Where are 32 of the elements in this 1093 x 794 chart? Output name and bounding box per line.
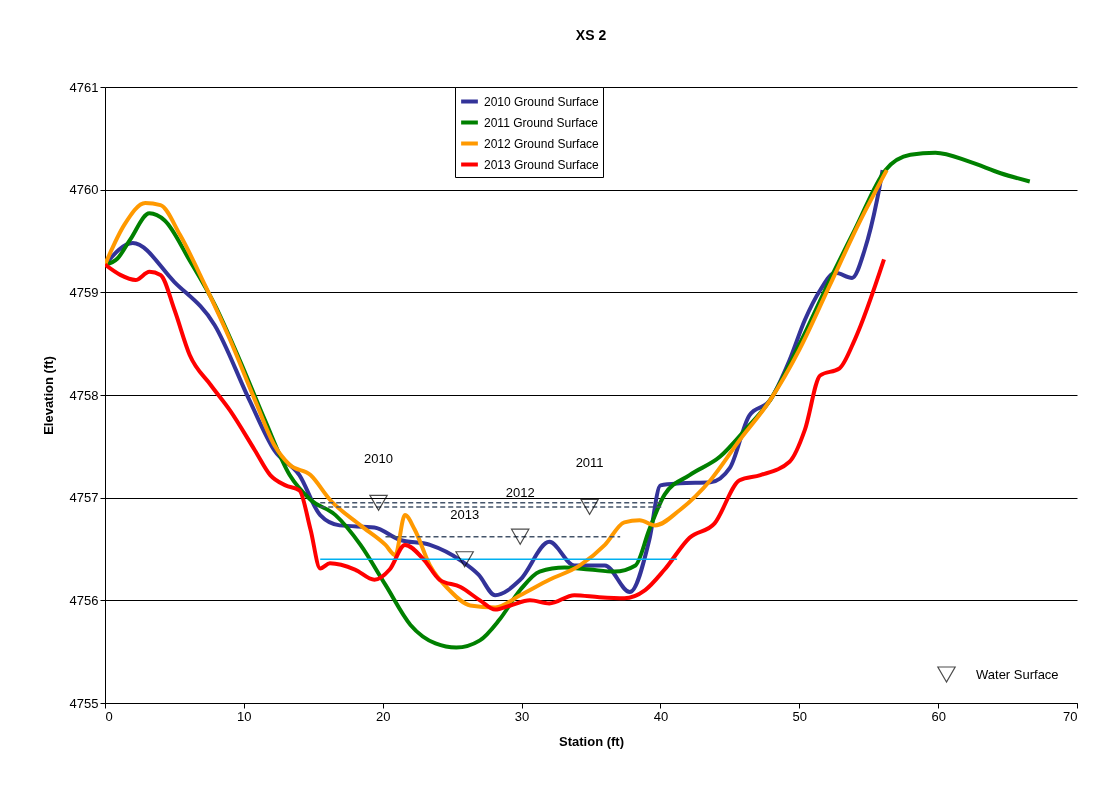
legend-label: 2013 Ground Surface (484, 157, 600, 172)
annotation: 2012 (505, 484, 535, 500)
line-series (105, 257, 886, 612)
annotation: 2010 (364, 450, 394, 466)
x-tick-label: 0 (105, 708, 113, 724)
point (510, 528, 530, 545)
x-axis-title: Station (ft) (559, 733, 624, 749)
x-tick-label: 60 (931, 708, 946, 724)
legend-label: 2011 Ground Surface (484, 115, 599, 130)
point (455, 551, 474, 568)
x-tick-label: 70 (1063, 708, 1078, 724)
x-tick-label: 20 (375, 708, 391, 724)
x-tick-label: 40 (653, 708, 669, 724)
y-tick-label: 4756 (69, 592, 99, 608)
legend-label: 2012 Ground Surface (484, 136, 600, 151)
point (580, 498, 599, 516)
y-tick-label: 4759 (69, 284, 99, 300)
y-tick-label: 4755 (69, 695, 99, 711)
y-tick-label: 4757 (69, 490, 99, 506)
legend-label: Water Surface (976, 666, 1059, 682)
point (369, 494, 388, 511)
chart-title: XS 2 (575, 27, 607, 43)
annotation: 2011 (575, 454, 604, 470)
y-axis-title: Elevation (ft) (40, 356, 56, 435)
legend-label: 2010 Ground Surface (484, 94, 600, 109)
x-tick-label: 50 (792, 708, 808, 724)
x-tick-label: 30 (514, 708, 530, 724)
y-tick-label: 4760 (69, 182, 99, 198)
annotation: 2013 (450, 507, 480, 523)
y-tick-label: 4761 (69, 79, 99, 95)
y-tick-label: 4758 (69, 387, 99, 403)
x-tick-label: 10 (237, 708, 252, 724)
